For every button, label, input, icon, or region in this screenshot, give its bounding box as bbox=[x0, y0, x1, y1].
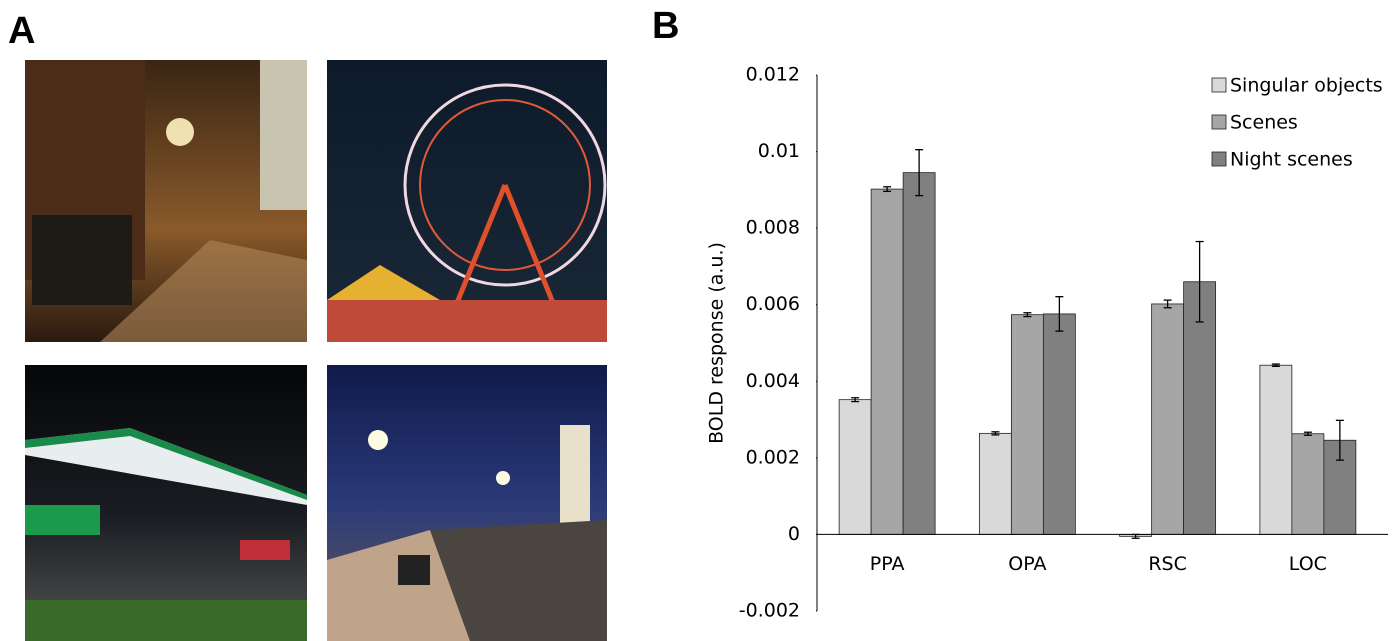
photo-ferris-wheel bbox=[327, 60, 607, 342]
x-tick-label: LOC bbox=[1289, 553, 1327, 575]
y-axis-label: BOLD response (a.u.) bbox=[706, 242, 728, 444]
x-tick-label: PPA bbox=[870, 553, 905, 575]
bar bbox=[1011, 315, 1043, 535]
y-tick-label: 0.004 bbox=[746, 370, 800, 392]
x-tick-label: OPA bbox=[1008, 553, 1046, 575]
x-tick-label: RSC bbox=[1148, 553, 1187, 575]
legend-swatch bbox=[1212, 78, 1226, 92]
panel-label: B bbox=[652, 5, 679, 47]
photo-lighthouse bbox=[327, 365, 607, 641]
photo-gas-station bbox=[25, 365, 307, 641]
legend-label: Singular objects bbox=[1230, 75, 1383, 97]
bar bbox=[839, 400, 871, 535]
bar bbox=[1043, 314, 1075, 535]
bar bbox=[1292, 434, 1324, 535]
figure: A B BOLD response (a.u.) -0.002 0 0.002 0.00… bbox=[0, 0, 1399, 641]
legend-swatch bbox=[1212, 115, 1226, 129]
photo-alley bbox=[25, 60, 307, 342]
panel-label: A bbox=[8, 10, 35, 52]
y-tick-label: 0.002 bbox=[746, 446, 800, 468]
bar bbox=[1152, 304, 1184, 534]
y-tick-label: 0.012 bbox=[746, 64, 800, 86]
legend-label: Scenes bbox=[1230, 112, 1298, 134]
y-tick-label: 0.006 bbox=[746, 293, 800, 315]
bar bbox=[903, 173, 935, 535]
legend-label: Night scenes bbox=[1230, 149, 1353, 171]
y-tick-label: 0.008 bbox=[746, 217, 800, 239]
bar bbox=[871, 189, 903, 534]
y-tick-label: 0.01 bbox=[758, 140, 800, 162]
bar bbox=[979, 433, 1011, 534]
y-tick-label: 0 bbox=[788, 523, 800, 545]
bar bbox=[1260, 365, 1292, 534]
legend-swatch bbox=[1212, 152, 1226, 166]
y-tick-label: -0.002 bbox=[739, 600, 800, 622]
